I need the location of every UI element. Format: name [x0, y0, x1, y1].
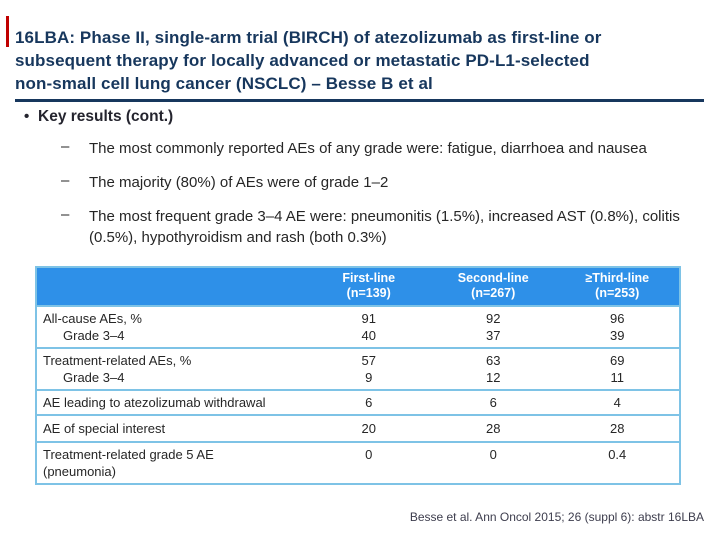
header-text: Second-line — [457, 271, 529, 285]
value-cell: 69 11 — [555, 347, 681, 391]
value-cell: 63 12 — [430, 347, 556, 391]
value-cell: 91 40 — [306, 305, 431, 349]
bullet-icon: • — [24, 108, 30, 125]
red-accent-mark — [6, 16, 9, 47]
value-cell: 0 — [306, 441, 431, 485]
list-item: – The most commonly reported AEs of any … — [15, 138, 707, 159]
value-cell: 6 — [306, 389, 431, 416]
value: 28 — [485, 421, 501, 436]
value: 92 — [485, 311, 501, 326]
key-results-label: Key results (cont.) — [38, 108, 174, 125]
table-row: Treatment-related grade 5 AE (pneumonia)… — [35, 441, 681, 485]
value: 9 — [365, 370, 373, 385]
list-item: – The most frequent grade 3–4 AE were: p… — [15, 206, 707, 248]
value-cell: 4 — [555, 389, 681, 416]
value: 6 — [365, 395, 373, 410]
value: 63 — [485, 353, 501, 368]
value: 39 — [610, 328, 625, 343]
table-header-row: First-line (n=139) Second-line (n=267) ≥… — [35, 266, 681, 307]
table-row: AE of special interest 20 28 28 — [35, 414, 681, 443]
key-results-heading: • Key results (cont.) — [15, 108, 707, 126]
key-results-list: – The most commonly reported AEs of any … — [15, 138, 707, 248]
row-label-cell: Treatment-related grade 5 AE (pneumonia) — [35, 441, 307, 485]
value-cell: 96 39 — [555, 305, 681, 349]
value: 91 — [361, 311, 376, 326]
value: 6 — [489, 395, 497, 410]
header-empty-cell — [35, 266, 307, 307]
header-third-line: ≥Third-line (n=253) — [555, 266, 681, 307]
dash-icon: – — [61, 138, 70, 155]
value-cell: 57 9 — [306, 347, 431, 391]
header-text: ≥Third-line — [585, 271, 650, 285]
list-item-text: The most commonly reported AEs of any gr… — [89, 140, 647, 157]
row-sublabel: (pneumonia) — [43, 464, 116, 479]
value: 12 — [485, 370, 501, 385]
table-row: Treatment-related AEs, % Grade 3–4 57 9 … — [35, 347, 681, 391]
value-cell: 0.4 — [555, 441, 681, 485]
row-label: AE leading to atezolizumab withdrawal — [43, 395, 266, 410]
row-sublabel: Grade 3–4 — [63, 328, 125, 343]
title-divider — [15, 99, 704, 102]
value: 96 — [610, 311, 625, 326]
slide-title-line2: subsequent therapy for locally advanced … — [15, 51, 590, 70]
slide-body: • Key results (cont.) – The most commonl… — [15, 108, 707, 261]
row-label-cell: AE leading to atezolizumab withdrawal — [35, 389, 307, 416]
value: 0.4 — [608, 447, 627, 462]
slide-title-line3: non-small cell lung cancer (NSCLC) – Bes… — [15, 74, 433, 93]
value: 0 — [365, 447, 373, 462]
ae-results-table: First-line (n=139) Second-line (n=267) ≥… — [35, 266, 681, 485]
value: 20 — [361, 421, 376, 436]
header-second-line: Second-line (n=267) — [430, 266, 556, 307]
citation-footer: Besse et al. Ann Oncol 2015; 26 (suppl 6… — [409, 510, 704, 524]
value: 40 — [361, 328, 376, 343]
dash-icon: – — [61, 206, 70, 223]
value-cell: 92 37 — [430, 305, 556, 349]
value: 57 — [361, 353, 376, 368]
row-label: Treatment-related grade 5 AE — [43, 447, 214, 462]
value: 0 — [489, 447, 497, 462]
row-label: AE of special interest — [43, 421, 166, 436]
table-row: AE leading to atezolizumab withdrawal 6 … — [35, 389, 681, 416]
header-n: (n=139) — [346, 286, 391, 300]
value-cell: 6 — [430, 389, 556, 416]
value-cell: 28 — [555, 414, 681, 443]
value-cell: 20 — [306, 414, 431, 443]
header-n: (n=253) — [595, 286, 640, 300]
value-cell: 28 — [430, 414, 556, 443]
slide-title-line1: 16LBA: Phase II, single-arm trial (BIRCH… — [15, 28, 602, 47]
value: 28 — [610, 421, 625, 436]
row-label-cell: Treatment-related AEs, % Grade 3–4 — [35, 347, 307, 391]
list-item: – The majority (80%) of AEs were of grad… — [15, 172, 707, 193]
row-label-cell: All-cause AEs, % Grade 3–4 — [35, 305, 307, 349]
value: 4 — [613, 395, 621, 410]
header-n: (n=267) — [471, 286, 516, 300]
value: 69 — [610, 353, 625, 368]
header-text: First-line — [342, 271, 396, 285]
value-cell: 0 — [430, 441, 556, 485]
slide-title: 16LBA: Phase II, single-arm trial (BIRCH… — [15, 26, 709, 95]
row-label: Treatment-related AEs, % — [43, 353, 192, 368]
list-item-text: The most frequent grade 3–4 AE were: pne… — [89, 208, 680, 246]
table-row: All-cause AEs, % Grade 3–4 91 40 92 37 9… — [35, 305, 681, 349]
list-item-text: The majority (80%) of AEs were of grade … — [89, 174, 389, 191]
header-first-line: First-line (n=139) — [306, 266, 431, 307]
row-label-cell: AE of special interest — [35, 414, 307, 443]
value: 11 — [610, 370, 624, 385]
value: 37 — [485, 328, 501, 343]
row-label: All-cause AEs, % — [43, 311, 142, 326]
row-sublabel: Grade 3–4 — [63, 370, 125, 385]
dash-icon: – — [61, 172, 70, 189]
